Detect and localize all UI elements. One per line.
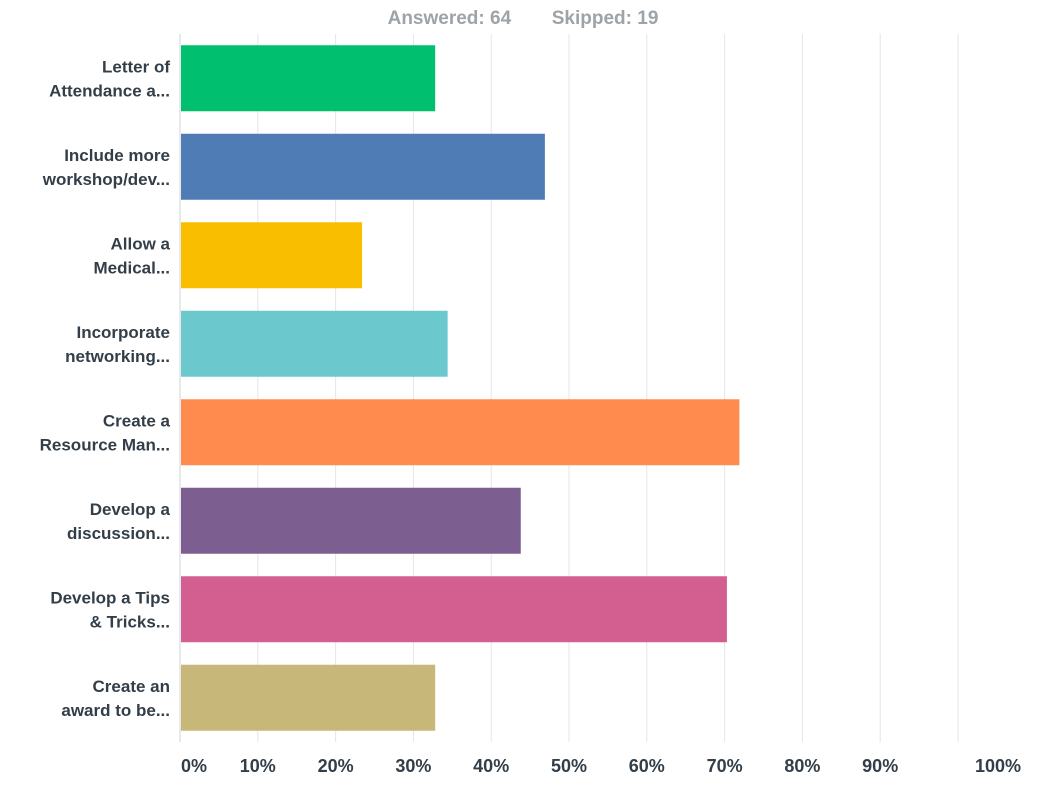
skipped-count: 19 <box>637 8 659 29</box>
category-label: Attendance a... <box>49 81 170 100</box>
x-tick-label: 80% <box>784 756 820 776</box>
category-label: workshop/dev... <box>42 170 170 189</box>
x-tick-label: 10% <box>240 756 276 776</box>
category-label: Medical... <box>93 258 170 277</box>
bar[interactable] <box>181 576 727 643</box>
category-label: Create a <box>103 411 171 430</box>
bar[interactable] <box>181 487 521 554</box>
category-labels: Letter of Attendance a... Include more work… <box>40 57 171 720</box>
category-label: Create an <box>93 677 170 696</box>
x-tick-label: 60% <box>629 756 665 776</box>
x-tick-label: 100% <box>975 756 1021 776</box>
bar[interactable] <box>181 310 448 377</box>
category-label: Allow a <box>110 234 170 253</box>
x-tick-label: 30% <box>395 756 431 776</box>
x-axis-ticks: 0% 10% 20% 30% 40% 50% 60% 70% 80% 90% 100% <box>181 756 1021 776</box>
answered-count: 64 <box>490 8 512 29</box>
category-label: discussion... <box>67 524 170 543</box>
bar[interactable] <box>181 222 363 289</box>
bar[interactable] <box>181 133 545 200</box>
category-label: Include more <box>64 146 170 165</box>
x-tick-label: 0% <box>181 756 207 776</box>
x-tick-label: 50% <box>551 756 587 776</box>
skipped-label: Skipped: <box>551 8 632 29</box>
category-label: Incorporate <box>76 323 170 342</box>
category-label: award to be... <box>61 701 170 720</box>
category-label: & Tricks... <box>90 612 170 631</box>
x-tick-label: 70% <box>707 756 743 776</box>
category-label: Develop a <box>90 500 171 519</box>
x-tick-label: 20% <box>318 756 354 776</box>
bars <box>181 45 740 731</box>
x-tick-label: 40% <box>473 756 509 776</box>
bar[interactable] <box>181 45 436 112</box>
category-label: Resource Man... <box>40 435 170 454</box>
x-tick-label: 90% <box>862 756 898 776</box>
bar[interactable] <box>181 664 436 731</box>
category-label: networking... <box>65 347 170 366</box>
category-label: Develop a Tips <box>50 588 170 607</box>
category-label: Letter of <box>102 57 170 76</box>
bar[interactable] <box>181 399 740 466</box>
response-summary: Answered: 64 Skipped: 19 <box>0 8 1046 30</box>
answered-label: Answered: <box>387 8 485 29</box>
